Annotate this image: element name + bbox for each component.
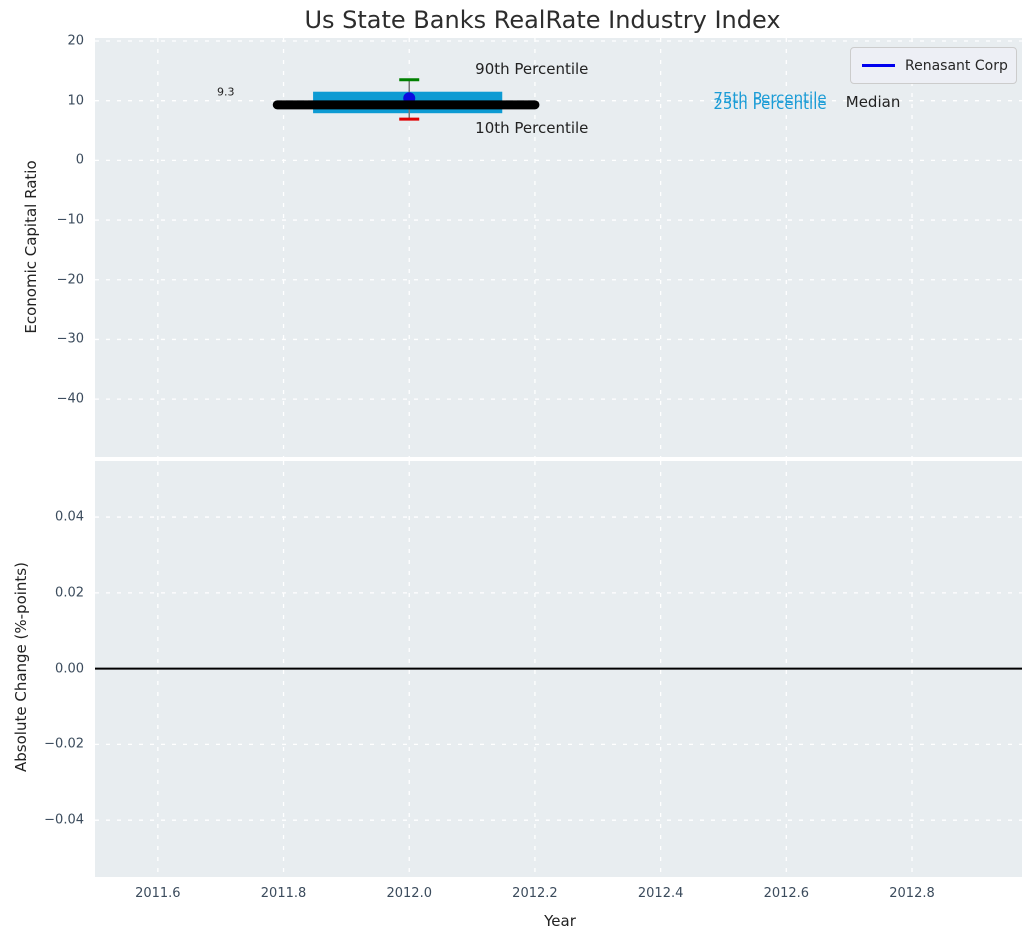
x-axis-label: Year xyxy=(544,912,576,930)
chart-title: Us State Banks RealRate Industry Index xyxy=(304,6,781,34)
y-tick-label: −10 xyxy=(56,212,84,228)
x-tick-label: 2012.2 xyxy=(512,886,558,901)
annotation-10th-percentile: 10th Percentile xyxy=(475,118,589,137)
y-tick-label: 0 xyxy=(75,152,84,168)
annotation-25th-percentile: 25th Percentile xyxy=(713,94,827,113)
x-tick-label: 2012.6 xyxy=(763,886,810,901)
x-tick-label: 2012.0 xyxy=(386,886,432,901)
y-axis-label-bottom: Absolute Change (%-points) xyxy=(12,562,30,772)
y-tick-label: 20 xyxy=(67,33,84,49)
top-plot-area xyxy=(95,38,1022,457)
legend-label: Renasant Corp xyxy=(905,57,1008,74)
legend: Renasant Corp xyxy=(850,47,1017,84)
annotation-9-3: 9.3 xyxy=(216,85,235,99)
y-tick-label: −0.02 xyxy=(44,736,84,752)
legend-line-icon xyxy=(862,64,895,67)
y-tick-label: −40 xyxy=(56,391,84,407)
y-tick-label: 0.02 xyxy=(55,585,84,601)
y-tick-label: −20 xyxy=(56,272,84,288)
x-tick-label: 2011.6 xyxy=(135,886,181,901)
y-tick-label: 0.00 xyxy=(55,661,84,677)
x-tick-label: 2011.8 xyxy=(260,886,307,901)
annotation-90th-percentile: 90th Percentile xyxy=(475,60,589,79)
y-tick-label: −0.04 xyxy=(44,812,84,828)
y-axis-label-top: Economic Capital Ratio xyxy=(22,160,40,334)
x-tick-label: 2012.4 xyxy=(637,886,684,901)
y-tick-label: −30 xyxy=(56,331,84,347)
x-tick-label: 2012.8 xyxy=(889,886,935,901)
y-tick-label: 10 xyxy=(67,93,84,109)
annotation-median: Median xyxy=(845,92,901,111)
annotation-75th-percentile: 75th Percentile xyxy=(713,89,827,108)
y-tick-label: 0.04 xyxy=(55,509,84,525)
